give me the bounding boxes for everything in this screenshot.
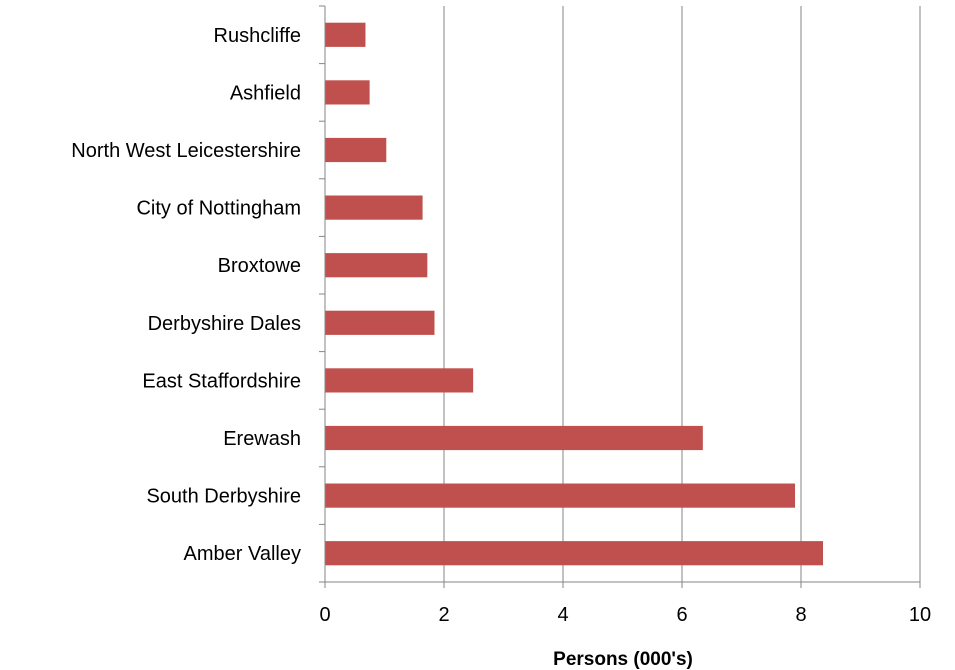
bar [325,310,435,335]
x-tick-label: 2 [438,604,449,626]
labels: 0 2 4 6 8 10 Amber Valley South Derbyshire Erewa… [71,25,931,626]
bar [325,425,703,451]
bar [325,253,428,278]
bar [325,80,370,105]
category-label: North West Leicestershire [71,140,301,162]
axes [319,5,921,588]
x-tick-label: 10 [909,604,931,626]
x-axis-title: Persons (000's) [553,649,693,670]
category-label: Derbyshire Dales [148,313,301,335]
category-label: Rushcliffe [214,25,301,47]
category-label: East Staffordshire [142,370,301,392]
category-label: Amber Valley [184,543,301,565]
bar [325,195,423,220]
category-label: Erewash [223,428,301,450]
x-tick-label: 4 [557,604,568,626]
category-label: South Derbyshire [146,486,301,508]
bar [325,22,366,47]
x-tick-label: 6 [676,604,687,626]
bar [325,137,387,163]
bar [325,368,474,393]
category-label: Ashfield [230,82,301,104]
category-label: Broxtowe [218,255,301,277]
x-tick-label: 8 [795,604,806,626]
bar [325,483,796,508]
bar [325,541,824,566]
category-label: City of Nottingham [136,198,301,220]
x-tick-label: 0 [319,604,330,626]
bars [325,22,824,566]
